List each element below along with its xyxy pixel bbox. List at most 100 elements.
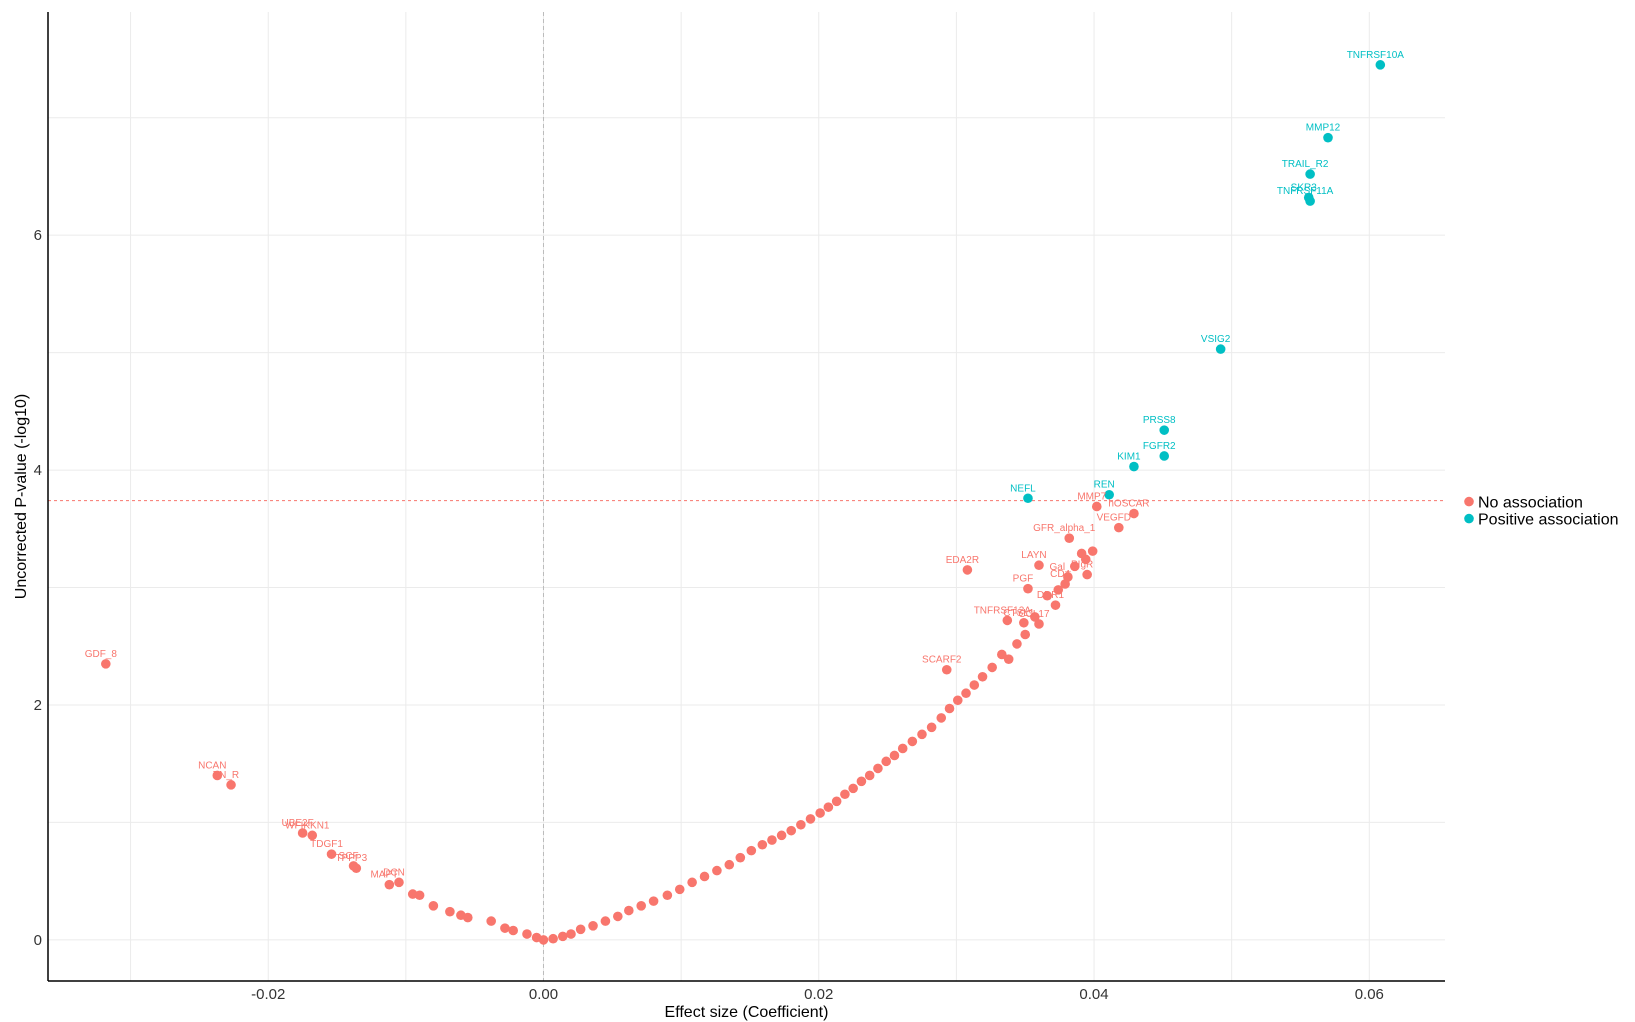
data-point [636, 901, 647, 911]
data-point [1305, 196, 1315, 206]
data-point [969, 680, 980, 690]
data-point [522, 929, 532, 939]
data-point [588, 920, 598, 931]
data-point [952, 695, 963, 706]
data-point [831, 796, 842, 807]
point-label: SCARF2 [922, 655, 962, 666]
axes [47, 12, 1445, 982]
point-label: CD4 [1050, 569, 1070, 580]
data-point [907, 736, 918, 747]
point-label: TPPP3 [335, 853, 367, 864]
point-label: WFIKKN1 [285, 820, 330, 831]
y-tick-label: 0 [34, 932, 42, 949]
data-point [1159, 425, 1170, 435]
data-point [428, 901, 439, 911]
data-point [548, 933, 558, 944]
data-point [1020, 629, 1031, 640]
data-point [873, 763, 883, 774]
reference-lines [48, 12, 1445, 981]
point-label: NEFL [1010, 483, 1036, 494]
point-label: CCL17 [1018, 609, 1050, 620]
data-point [1114, 522, 1124, 533]
x-tick-label: 0.02 [804, 986, 833, 1003]
data-point [212, 770, 223, 781]
data-point [1064, 533, 1075, 543]
data-point [823, 802, 834, 812]
data-point [687, 877, 697, 888]
x-axis-title: Effect size (Coefficient) [665, 1004, 829, 1021]
y-axis-title: Uncorrected P-value (-log10) [13, 394, 30, 599]
data-point [699, 871, 710, 882]
data-point [757, 839, 768, 850]
data-point [307, 830, 318, 841]
data-point [1060, 579, 1070, 589]
point-label: SCF [339, 851, 359, 862]
point-label: VEGFD [1097, 513, 1131, 524]
grid-lines [48, 12, 1445, 981]
point-label: TN_R [213, 770, 239, 781]
data-point [735, 852, 746, 863]
data-point [864, 770, 875, 781]
legend-swatch-no-association [1464, 496, 1474, 507]
point-label: CTSL1 [1003, 608, 1035, 619]
point-label: NCAN [198, 760, 226, 771]
point-label: UBE2F [282, 818, 314, 829]
legend-label-no-association: No association [1478, 495, 1583, 512]
data-point [1012, 639, 1022, 649]
data-point [500, 923, 510, 933]
point-label: MMP12 [1306, 123, 1341, 134]
y-tick-label: 4 [34, 462, 42, 479]
data-point [648, 896, 659, 906]
legend: No association Positive association [1464, 495, 1619, 529]
data-point [977, 671, 988, 682]
data-point [445, 906, 455, 917]
data-point [936, 713, 947, 723]
data-point [613, 911, 623, 922]
data-point [1159, 451, 1170, 461]
data-point [1305, 169, 1315, 179]
data-point [1087, 546, 1098, 556]
data-point [776, 830, 787, 841]
data-point [351, 863, 362, 874]
point-label: KIM1 [1117, 452, 1141, 463]
data-point [1053, 585, 1064, 595]
point-label: EDA2R [946, 555, 979, 566]
data-point [856, 776, 867, 787]
point-label: TNFRSF12A [974, 605, 1032, 616]
point-label: TNFRSF11A [1277, 186, 1334, 197]
x-tick-label: 0.04 [1079, 986, 1108, 1003]
data-point [712, 865, 722, 876]
legend-swatch-positive-association [1464, 513, 1474, 524]
data-point [962, 565, 973, 575]
point-label: DCN [383, 867, 405, 878]
data-point [624, 905, 634, 916]
point-label: SKR3 [1291, 183, 1318, 194]
data-point [767, 835, 777, 845]
point-label: DDR1 [1037, 590, 1065, 601]
data-point [1050, 600, 1061, 610]
data-point [674, 884, 685, 895]
point-label: PRSS8 [1143, 415, 1176, 426]
data-point [1023, 493, 1033, 504]
data-point [926, 722, 937, 733]
data-point [746, 845, 757, 856]
data-point [1034, 560, 1044, 571]
point-label: PIgR [1071, 560, 1093, 571]
data-point [881, 756, 891, 767]
point-label: hOSCAR [1108, 499, 1149, 510]
data-point [1091, 501, 1102, 512]
data-point [326, 849, 337, 859]
data-point [1034, 619, 1044, 629]
data-point [462, 912, 473, 923]
data-point [1129, 508, 1139, 519]
point-label: Gal_9 [1050, 562, 1077, 573]
data-point [384, 879, 395, 890]
data-point [226, 780, 236, 790]
data-point [724, 859, 735, 870]
data-point [1002, 615, 1013, 626]
data-point [600, 916, 611, 926]
data-point [662, 890, 673, 901]
data-point [897, 743, 908, 754]
data-point [1069, 561, 1080, 572]
